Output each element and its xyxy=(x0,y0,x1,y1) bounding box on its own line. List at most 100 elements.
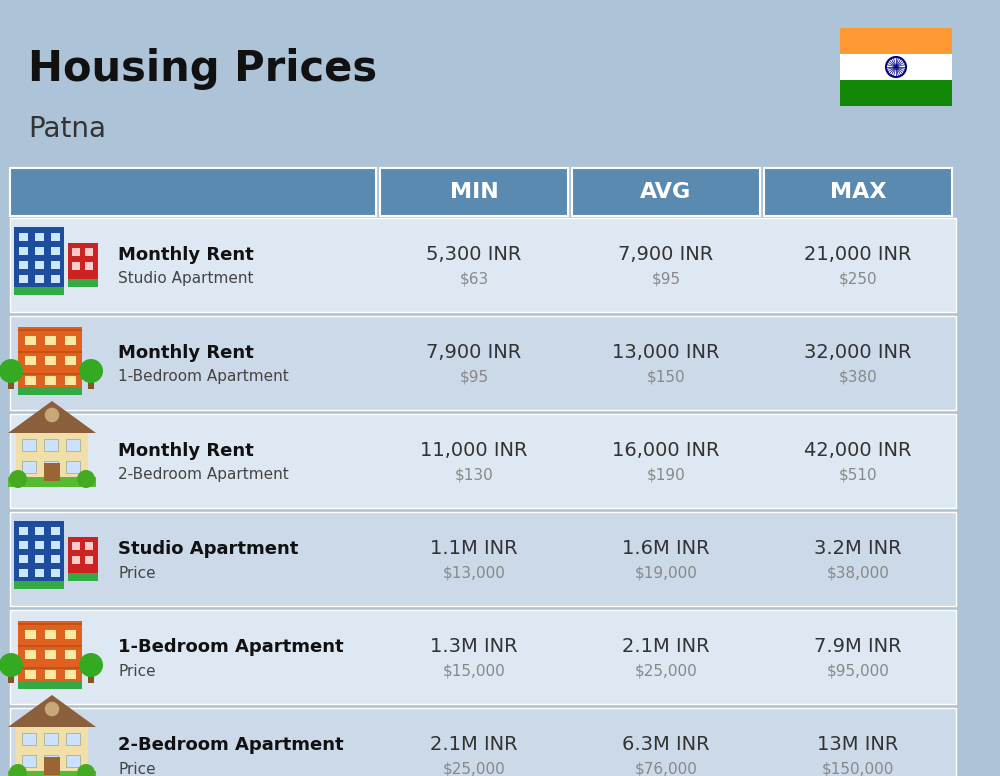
Bar xyxy=(51,555,60,563)
Bar xyxy=(44,733,58,745)
Bar xyxy=(44,439,58,451)
Bar xyxy=(64,335,76,345)
Circle shape xyxy=(9,470,27,488)
Bar xyxy=(88,671,94,683)
Bar xyxy=(18,351,82,353)
Bar xyxy=(64,649,76,659)
Text: $25,000: $25,000 xyxy=(443,761,505,776)
Bar xyxy=(66,733,80,745)
Circle shape xyxy=(9,764,27,776)
Bar xyxy=(68,537,98,581)
Bar xyxy=(44,463,60,481)
Text: Housing Prices: Housing Prices xyxy=(28,48,377,90)
Bar xyxy=(44,649,56,659)
Bar xyxy=(18,623,82,625)
Text: $63: $63 xyxy=(459,272,489,286)
Bar xyxy=(22,755,36,767)
Text: 5,300 INR: 5,300 INR xyxy=(426,245,522,265)
Bar xyxy=(14,581,64,589)
Bar xyxy=(14,521,64,589)
Circle shape xyxy=(44,407,60,423)
Bar xyxy=(10,218,956,312)
Text: 7.9M INR: 7.9M INR xyxy=(814,638,902,656)
Text: $150: $150 xyxy=(647,369,685,384)
Bar xyxy=(18,681,82,689)
Text: Studio Apartment: Studio Apartment xyxy=(118,540,298,558)
Bar xyxy=(19,541,28,549)
Bar xyxy=(14,287,64,295)
Bar xyxy=(66,439,80,451)
Text: $380: $380 xyxy=(839,369,877,384)
Text: $76,000: $76,000 xyxy=(635,761,697,776)
Bar xyxy=(380,168,568,216)
Bar xyxy=(85,556,93,564)
Text: 1.1M INR: 1.1M INR xyxy=(430,539,518,559)
Text: $95,000: $95,000 xyxy=(827,663,889,678)
Bar xyxy=(35,541,44,549)
Text: 1-Bedroom Apartment: 1-Bedroom Apartment xyxy=(118,638,344,656)
Circle shape xyxy=(0,653,23,677)
Bar xyxy=(35,555,44,563)
Bar xyxy=(10,316,956,410)
Circle shape xyxy=(77,764,95,776)
Text: 1-Bedroom Apartment: 1-Bedroom Apartment xyxy=(118,369,289,384)
Bar xyxy=(19,261,28,269)
Bar xyxy=(51,233,60,241)
Bar xyxy=(764,168,952,216)
Text: $95: $95 xyxy=(459,369,489,384)
Bar xyxy=(44,757,60,775)
Text: Price: Price xyxy=(118,566,156,580)
Text: $19,000: $19,000 xyxy=(635,566,697,580)
Circle shape xyxy=(79,653,103,677)
Text: 32,000 INR: 32,000 INR xyxy=(804,344,912,362)
Text: 2-Bedroom Apartment: 2-Bedroom Apartment xyxy=(118,736,344,754)
Bar xyxy=(35,569,44,577)
Bar xyxy=(10,512,956,606)
Bar xyxy=(51,275,60,283)
Bar xyxy=(18,645,82,647)
Bar xyxy=(18,387,82,395)
Bar xyxy=(72,556,80,564)
Text: $25,000: $25,000 xyxy=(635,663,697,678)
Text: 3.2M INR: 3.2M INR xyxy=(814,539,902,559)
Bar xyxy=(35,233,44,241)
Text: 6.3M INR: 6.3M INR xyxy=(622,736,710,754)
Bar xyxy=(8,771,96,776)
Bar xyxy=(16,433,88,485)
Text: 16,000 INR: 16,000 INR xyxy=(612,442,720,460)
Bar xyxy=(22,461,36,473)
Bar xyxy=(85,248,93,256)
Text: Studio Apartment: Studio Apartment xyxy=(118,272,254,286)
Bar xyxy=(8,477,96,487)
Bar xyxy=(14,227,64,295)
Text: 21,000 INR: 21,000 INR xyxy=(804,245,912,265)
Bar xyxy=(19,233,28,241)
Bar xyxy=(88,377,94,389)
Text: Price: Price xyxy=(118,663,156,678)
Circle shape xyxy=(44,701,60,717)
Bar xyxy=(72,248,80,256)
Bar xyxy=(44,335,56,345)
Bar xyxy=(35,527,44,535)
Text: $150,000: $150,000 xyxy=(822,761,894,776)
Bar xyxy=(44,355,56,365)
Bar xyxy=(22,439,36,451)
Bar xyxy=(10,708,956,776)
Text: $510: $510 xyxy=(839,467,877,483)
Text: MAX: MAX xyxy=(830,182,886,202)
Bar xyxy=(44,629,56,639)
Polygon shape xyxy=(8,401,96,433)
Bar xyxy=(68,243,98,287)
Bar xyxy=(24,649,36,659)
Bar xyxy=(51,541,60,549)
Bar xyxy=(24,355,36,365)
Bar xyxy=(35,261,44,269)
Bar xyxy=(19,569,28,577)
Bar xyxy=(44,461,58,473)
Bar xyxy=(64,669,76,679)
Text: $250: $250 xyxy=(839,272,877,286)
Bar xyxy=(44,755,58,767)
Bar xyxy=(35,275,44,283)
Bar xyxy=(24,629,36,639)
Bar xyxy=(16,727,88,776)
